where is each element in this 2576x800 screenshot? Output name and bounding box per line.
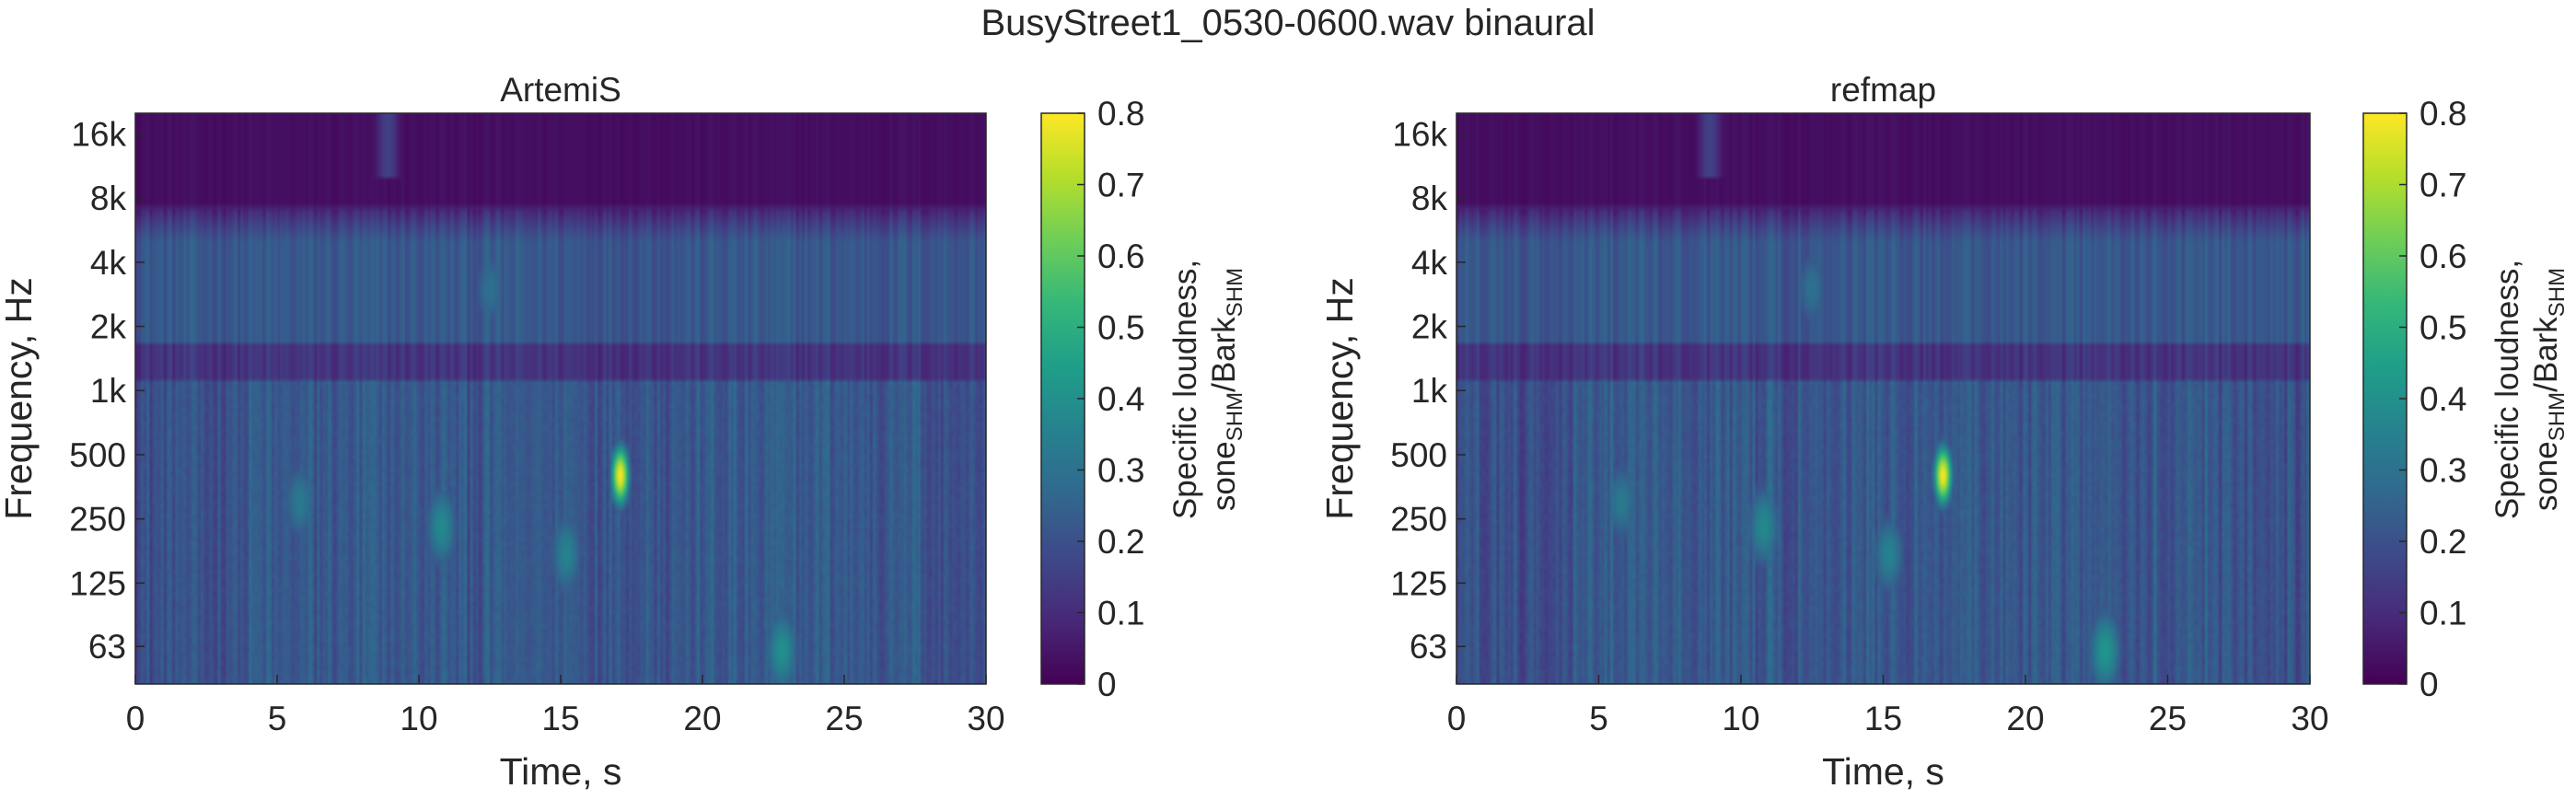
x-tick-label: 30 (967, 700, 1004, 737)
x-tick-label: 5 (1589, 700, 1608, 737)
y-tick-label: 4k (90, 244, 127, 282)
y-tick-label: 1k (90, 372, 127, 410)
y-tick-label: 500 (69, 436, 126, 474)
colorbar-tick-label: 0.1 (1097, 595, 1144, 632)
y-tick-label: 2k (1411, 308, 1448, 346)
colorbar-label-line2: soneSHM/BarkSHM (1206, 268, 1247, 511)
chart-panel-artemis: ArtemiS 0 5 10 15 20 25 30 Time, s 63 125 250 500 1k 2… (0, 71, 1247, 793)
colorbar-tick-label: 0.8 (1097, 95, 1144, 133)
figure-title: BusyStreet1_0530-0600.wav binaural (981, 3, 1595, 43)
chart-panel-refmap: refmap 0 5 10 15 20 25 30 Time, s 63 125 250 500 1k 2k… (1318, 71, 2570, 793)
panel-title: ArtemiS (500, 71, 621, 109)
colorbar-tick-label: 0.8 (2419, 95, 2466, 133)
colorbar-label-line2: soneSHM/BarkSHM (2528, 268, 2570, 511)
colorbar-tick-label: 0.6 (2419, 238, 2466, 275)
y-tick-label: 500 (1390, 436, 1447, 474)
colorbar-unit-a: sone (2528, 441, 2564, 511)
x-tick-label: 15 (541, 700, 579, 737)
colorbar-tick-label: 0.4 (1097, 380, 1144, 418)
y-tick-label: 2k (90, 308, 127, 346)
x-tick-label: 5 (268, 700, 287, 737)
y-axis-label: Frequency, Hz (1318, 277, 1361, 520)
colorbar-tick-label: 0.7 (2419, 167, 2466, 204)
y-tick-label: 63 (1410, 628, 1447, 666)
colorbar-label-line1: Specific loudness, (1167, 260, 1203, 519)
colorbar-tick-label: 0.2 (2419, 523, 2466, 561)
colorbar-tick-label: 0 (2419, 666, 2439, 703)
x-tick-label: 0 (1447, 700, 1467, 737)
colorbar-tick-label: 0.7 (1097, 167, 1144, 204)
colorbar-unit-b: /Bark (1206, 317, 1242, 392)
y-tick-label: 1k (1411, 372, 1448, 410)
y-tick-label: 8k (1411, 180, 1448, 217)
y-axis-label: Frequency, Hz (0, 277, 40, 520)
y-tick-label: 4k (1411, 244, 1448, 282)
colorbar-unit-a-sub: SHM (1223, 392, 1247, 441)
heatmap-image (1456, 113, 2310, 684)
x-tick-label: 10 (400, 700, 437, 737)
y-tick-label: 63 (88, 628, 126, 666)
colorbar-unit-b-sub: SHM (1223, 268, 1247, 317)
colorbar-tick-label: 0.3 (2419, 452, 2466, 490)
colorbar-tick-label: 0.6 (1097, 238, 1144, 275)
colorbar-tick-label: 0 (1097, 666, 1117, 703)
colorbar-label: Specific loudness,soneSHM/BarkSHM (2489, 260, 2570, 519)
colorbar-unit-a-sub: SHM (2545, 392, 2570, 441)
y-tick-label: 8k (90, 180, 127, 217)
x-tick-label: 30 (2291, 700, 2328, 737)
colorbar-tick-label: 0.1 (2419, 595, 2466, 632)
x-tick-label: 10 (1722, 700, 1759, 737)
colorbar-tick-label: 0.5 (1097, 309, 1144, 347)
panel-title: refmap (1830, 71, 1936, 109)
x-tick-label: 20 (2006, 700, 2044, 737)
heatmap-image (135, 113, 986, 684)
x-tick-label: 15 (1864, 700, 1902, 737)
colorbar-unit-b-sub: SHM (2545, 268, 2570, 317)
colorbar-unit-b: /Bark (2528, 317, 2564, 392)
y-tick-label: 125 (69, 564, 126, 602)
x-axis-label: Time, s (500, 750, 622, 793)
x-axis-label: Time, s (1822, 750, 1944, 793)
colorbar-tick-label: 0.2 (1097, 523, 1144, 561)
colorbar-tick-label: 0.5 (2419, 309, 2466, 347)
y-tick-label: 16k (71, 115, 126, 153)
y-tick-label: 250 (69, 501, 126, 539)
colorbar-tick-label: 0.4 (2419, 380, 2466, 418)
colorbar-unit-a: sone (1206, 441, 1242, 511)
y-tick-label: 250 (1390, 501, 1447, 539)
colorbar-label-line1: Specific loudness, (2489, 260, 2525, 519)
y-tick-label: 16k (1392, 115, 1447, 153)
colorbar-tick-label: 0.3 (1097, 452, 1144, 490)
x-tick-label: 0 (126, 700, 145, 737)
x-tick-label: 25 (2149, 700, 2187, 737)
colorbar-label: Specific loudness,soneSHM/BarkSHM (1167, 260, 1247, 519)
x-tick-label: 25 (825, 700, 863, 737)
x-tick-label: 20 (683, 700, 721, 737)
y-tick-label: 125 (1390, 564, 1447, 602)
